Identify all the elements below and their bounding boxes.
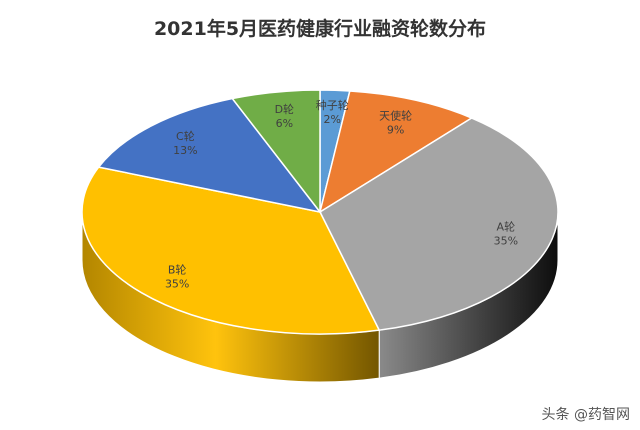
slice-percent-label: 13% — [173, 144, 197, 157]
slice-category-label: A轮 — [497, 219, 516, 233]
slice-percent-label: 9% — [387, 123, 404, 136]
pie-slice-1 — [318, 90, 474, 214]
pie-slice-3 — [81, 166, 381, 335]
chart-title: 2021年5月医药健康行业融资轮数分布 — [153, 18, 487, 40]
slice-percent-label: 6% — [276, 117, 293, 130]
slice-category-label: 种子轮 — [316, 98, 349, 112]
slice-category-label: D轮 — [275, 102, 294, 116]
slice-percent-label: 2% — [324, 113, 341, 126]
watermark: 头条 @药智网 — [541, 407, 630, 423]
slice-category-label: 天使轮 — [379, 108, 412, 122]
slice-category-label: B轮 — [168, 263, 187, 277]
pie-slice-2 — [319, 117, 559, 331]
slice-percent-label: 35% — [165, 278, 189, 291]
slice-percent-label: 35% — [494, 234, 518, 247]
pie-slice-4 — [97, 97, 322, 214]
pie-slice-5 — [231, 89, 321, 215]
slice-category-label: C轮 — [176, 129, 195, 143]
